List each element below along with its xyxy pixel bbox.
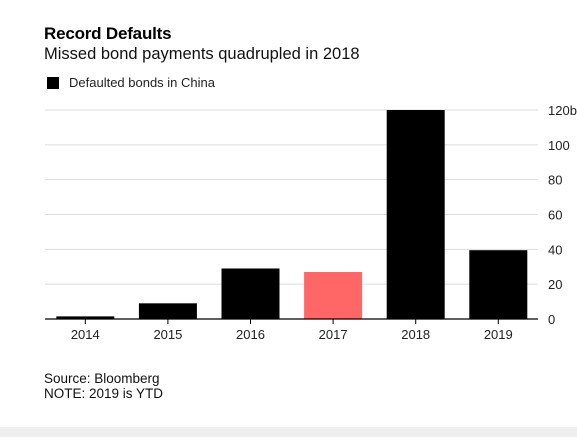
chart-title: Record Defaults: [44, 24, 172, 43]
x-tick-label: 2015: [153, 327, 182, 342]
source-note: Source: Bloomberg: [44, 371, 160, 386]
y-tick-label: 80: [548, 173, 562, 188]
y-tick-label: 0: [548, 312, 555, 327]
bar: [386, 110, 445, 319]
bar: [56, 316, 115, 319]
legend-swatch: [47, 76, 59, 89]
legend-label: Defaulted bonds in China: [69, 75, 215, 90]
x-tick-label: 2017: [319, 327, 348, 342]
bar: [304, 271, 363, 319]
ytd-note: NOTE: 2019 is YTD: [44, 386, 164, 401]
bar: [469, 250, 528, 319]
y-tick-label: 40: [548, 242, 562, 257]
y-tick-label: 60: [548, 208, 562, 223]
x-tick-label: 2014: [71, 327, 100, 342]
bar: [221, 268, 280, 319]
x-tick-label: 2019: [484, 327, 513, 342]
chart-subtitle: Missed bond payments quadrupled in 2018: [44, 45, 360, 63]
x-tick-label: 2018: [401, 327, 430, 342]
bar: [138, 303, 197, 319]
legend: Defaulted bonds in China: [47, 75, 215, 90]
y-tick-label: 20: [548, 277, 562, 292]
y-tick-label: 120b yuan: [548, 103, 577, 118]
y-tick-label: 100: [548, 138, 570, 153]
chart-footer: Source: Bloomberg NOTE: 2019 is YTD: [44, 371, 163, 401]
bottom-strip: [0, 427, 577, 437]
x-tick-label: 2016: [236, 327, 265, 342]
